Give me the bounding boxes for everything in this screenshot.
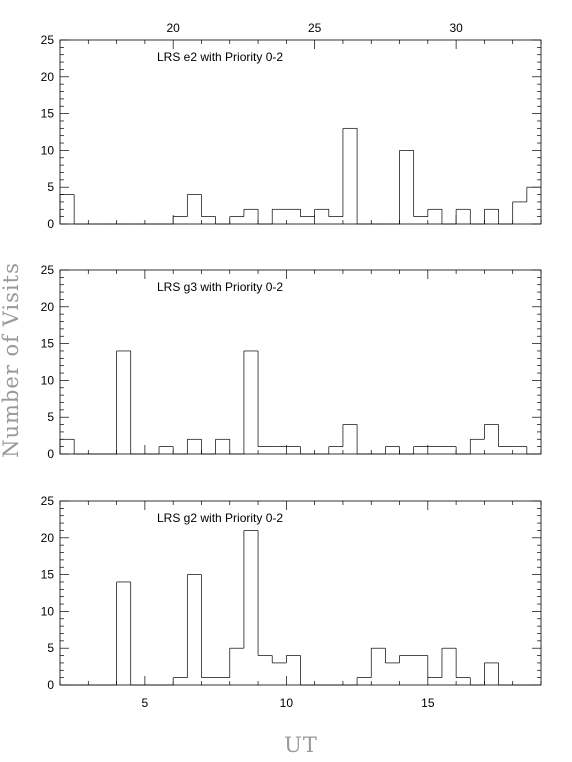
y-tick-label: 15 (41, 107, 55, 121)
y-tick-label: 25 (41, 263, 55, 277)
y-tick-label: 20 (41, 531, 55, 545)
plot-frame (59, 269, 542, 455)
bottom-x-tick-label: 10 (280, 696, 294, 710)
y-tick-label: 10 (41, 143, 55, 157)
plot-frame (59, 39, 542, 225)
y-tick-label: 10 (41, 373, 55, 387)
panels-group: 0 5 10 15 20 25 20 25 30 LRS e2 with Priority 0-2… (41, 21, 542, 710)
top-x-tick-label: 30 (449, 21, 463, 35)
top-x-tick-label: 25 (308, 21, 322, 35)
y-tick-label: 25 (41, 494, 55, 508)
y-tick-label: 5 (47, 410, 54, 424)
top-x-tick-label: 20 (166, 21, 180, 35)
y-tick-label: 15 (41, 337, 55, 351)
y-tick-label: 5 (47, 641, 54, 655)
panel-2: 0 5 10 15 20 25 LRS g3 with Priority 0-2 (41, 263, 542, 461)
y-tick-label: 15 (41, 568, 55, 582)
panel-label: LRS g3 with Priority 0-2 (157, 280, 283, 294)
panel-label: LRS g2 with Priority 0-2 (157, 511, 283, 525)
panel-1: 0 5 10 15 20 25 20 25 30 LRS e2 with Priority 0-2 (41, 21, 542, 231)
y-tick-label: 0 (47, 217, 54, 231)
bottom-x-tick-label: 15 (421, 696, 435, 710)
y-tick-label: 0 (47, 447, 54, 461)
y-tick-label: 5 (47, 180, 54, 194)
y-tick-label: 20 (41, 300, 55, 314)
bottom-x-tick-label: 5 (142, 696, 149, 710)
y-tick-label: 20 (41, 70, 55, 84)
y-axis-title: Number of Visits (0, 262, 23, 458)
panel-label: LRS e2 with Priority 0-2 (157, 50, 283, 64)
panel-3: 0 5 10 15 20 25 5 10 15 LRS g2 with Priority 0-2 (41, 494, 542, 710)
y-tick-label: 0 (47, 678, 54, 692)
y-tick-label: 10 (41, 604, 55, 618)
y-tick-label: 25 (41, 33, 55, 47)
x-axis-title: UT (284, 733, 318, 757)
